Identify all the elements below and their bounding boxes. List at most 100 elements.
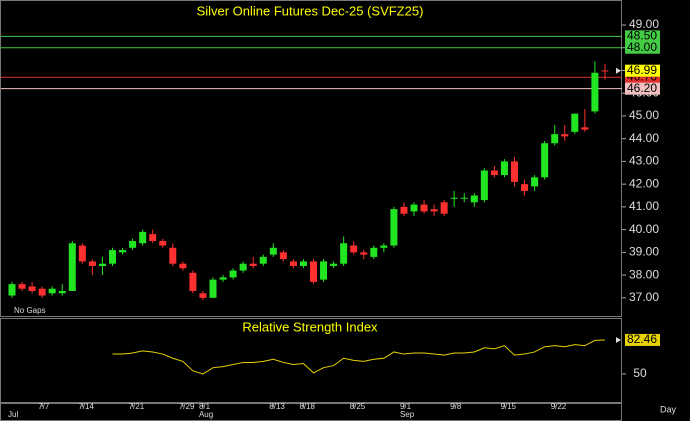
candle-body [209,279,217,298]
y-tick-label: 41.00 [629,199,659,213]
candle-body [450,197,458,199]
candle-body [119,250,127,253]
candle-body [269,247,277,255]
candle-body [149,234,157,241]
candle-body [420,204,428,212]
rsi-panel [0,318,622,403]
candle-body [541,143,549,178]
level-box [625,82,660,95]
rsi-title: Relative Strength Index [242,319,378,334]
candle-body [410,204,418,212]
price-panel [0,0,622,317]
candle-body [581,127,589,130]
candle-body [571,113,579,132]
month-label: Aug [199,410,213,419]
candle-body [8,284,16,296]
candle-body [249,263,257,266]
x-tick-label: 8/13 [269,402,285,411]
candle-body [480,170,488,201]
last-box [625,333,660,346]
last-arrow [616,67,621,74]
candle-body [169,247,177,264]
y-tick-label: 44.00 [629,131,659,145]
candle-body [460,197,468,199]
candle-body [48,288,56,294]
candle-body [129,240,137,248]
candle-body [400,206,408,214]
level-label: 48.00 [627,40,657,54]
y-tick-label: 43.00 [629,154,659,168]
candle-body [289,261,297,266]
candle-body [38,288,46,296]
last-arrow [616,336,621,343]
y-tick-label: 39.00 [629,245,659,259]
x-tick-label: 7/7 [38,402,50,411]
candle-body [259,256,267,264]
rsi-line [112,339,605,375]
x-tick-label: 8/18 [299,402,315,411]
x-tick-label: 9/22 [551,402,567,411]
candle-body [159,240,167,246]
period-label: Day [660,404,677,414]
candle-body [189,272,197,291]
annotation: No Gaps [14,306,46,315]
y-tick-label: 42.00 [629,176,659,190]
x-tick-label: 8/25 [350,402,366,411]
level-box [625,30,660,43]
candle-body [430,209,438,212]
x-tick-label: 9/1 [400,402,412,411]
candle-body [380,245,388,248]
candle-body [440,202,448,214]
candle-body [320,261,328,280]
y-tick-label: 50 [633,366,647,380]
candle-body [98,263,106,266]
candle-body [229,270,237,278]
candle-body [521,184,529,191]
month-label: Sep [400,410,415,419]
candle-body [68,243,76,291]
y-tick-label: 40.00 [629,222,659,236]
x-tick-label: 9/15 [500,402,516,411]
candle-body [199,293,207,298]
y-tick-label: 45.00 [629,108,659,122]
candle-body [109,250,116,264]
candle-body [360,252,368,255]
last-box [625,64,660,77]
candle-body [591,72,599,112]
candle-body [490,170,498,176]
candle-body [279,252,287,260]
candle-body [299,261,307,266]
chart-title: Silver Online Futures Dec-25 (SVFZ25) [197,3,424,18]
candle-body [330,263,338,266]
x-tick-label: 7/29 [179,402,195,411]
candle-body [500,161,508,176]
candle-body [340,243,348,264]
last-label: 46.99 [627,63,657,77]
candle-body [310,261,317,282]
candle-body [561,134,569,137]
candle-body [139,231,147,244]
month-label: Jul [8,410,18,419]
y-tick-label: 38.00 [629,267,659,281]
candle-body [601,70,609,72]
candle-body [18,284,26,289]
candle-body [78,245,86,262]
x-tick-label: 7/14 [78,402,94,411]
candle-body [551,134,559,144]
candle-body [390,209,398,246]
x-tick-label: 9/8 [450,402,462,411]
candle-body [239,263,247,271]
candle-body [179,263,187,269]
x-tick-label: 8/1 [199,402,211,411]
candle-body [531,177,539,187]
candle-body [511,161,518,182]
x-tick-label: 7/21 [129,402,145,411]
level-label: 48.50 [627,29,657,43]
candle-body [350,245,358,253]
candle-body [28,286,36,291]
y-tick-label: 37.00 [629,290,659,304]
candle-body [58,290,66,294]
candle-body [470,195,478,203]
level-label: 46.20 [627,81,657,95]
